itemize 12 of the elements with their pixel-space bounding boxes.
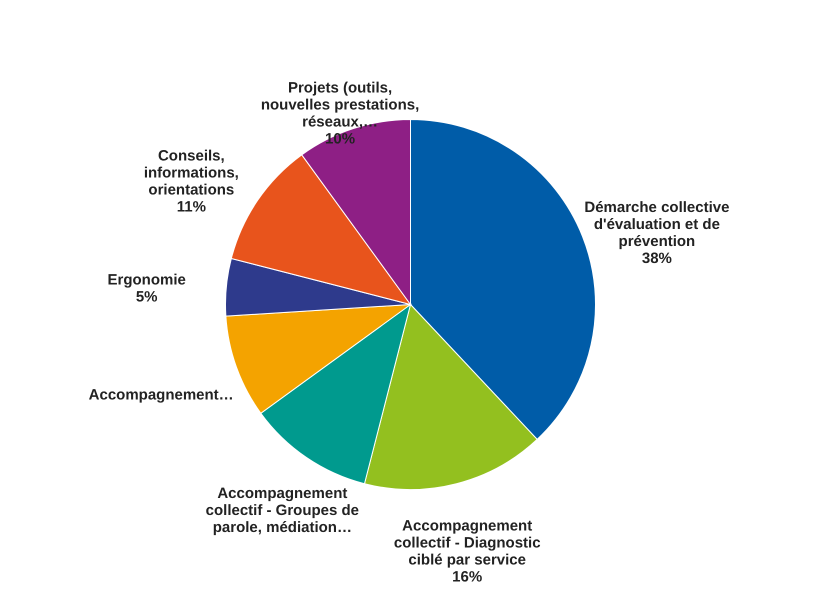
data-label: 38% [642, 250, 672, 267]
data-label: 11% [176, 198, 206, 216]
slice-label: Ergonomie [108, 272, 186, 289]
data-label: 5% [136, 288, 158, 306]
slice-label: Accompagnement collectif - Diagnostic ciblé par service [394, 517, 541, 568]
data-label: 16% [452, 568, 482, 586]
slice-label: Démarche collective d'évaluation et de prévention [584, 198, 730, 250]
slice-label: Accompagnement… [88, 386, 234, 404]
slice-label: Projets (outils, nouvelles prestations, réseaux,… [260, 80, 420, 131]
slice-label: Accompagnement collectif - Groupes de parole, médiation… [206, 485, 360, 536]
data-label: 10% [325, 130, 356, 148]
slice-label: Conseils, informations, orientations [144, 148, 239, 199]
